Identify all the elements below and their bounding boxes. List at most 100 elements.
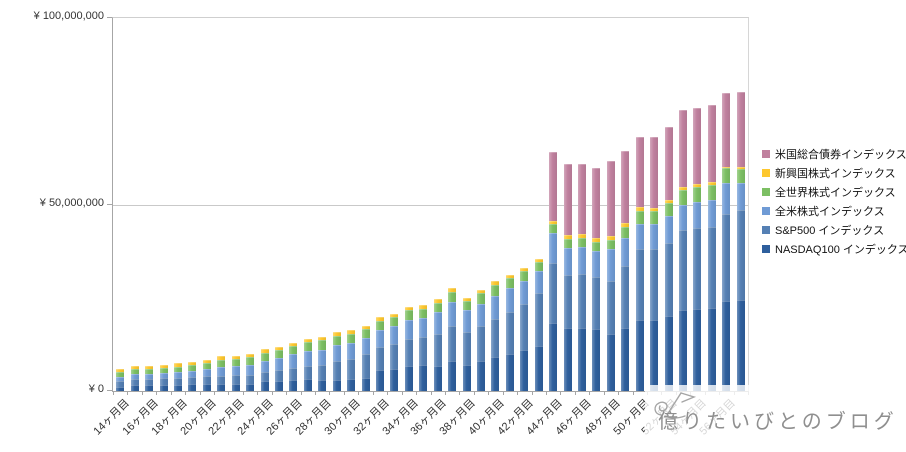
segment-S&P500 インデックス [246,374,255,384]
segment-S&P500 インデックス [433,334,442,367]
segment-新興国株式インデックス [433,299,442,303]
x-tick [300,391,302,395]
segment-全米株式インデックス [289,354,298,368]
segment-全米株式インデックス [217,366,226,377]
segment-米国総合債券インデックス [592,168,601,239]
segment-NASDAQ100 インデックス [347,379,356,391]
bar-27ヶ月目 [303,338,312,391]
segment-新興国株式インデックス [332,332,341,336]
segment-全米株式インデックス [693,202,702,229]
segment-全米株式インデックス [621,238,630,267]
segment-S&P500 インデックス [361,354,370,378]
segment-S&P500 インデックス [217,376,226,385]
x-tick [228,391,230,395]
segment-NASDAQ100 インデックス [520,349,529,391]
segment-新興国株式インデックス [419,305,428,309]
bar-40ヶ月目 [491,281,500,391]
segment-新興国株式インデックス [578,234,587,238]
segment-米国総合債券インデックス [549,152,558,221]
segment-NASDAQ100 インデックス [404,365,413,391]
segment-全世界株式インデックス [578,237,587,248]
segment-全世界株式インデックス [303,342,312,352]
segment-全世界株式インデックス [404,310,413,320]
segment-新興国株式インデックス [361,325,370,329]
segment-S&P500 インデックス [173,377,182,385]
x-tick [257,391,259,395]
bar-20ヶ月目 [202,360,211,391]
y-axis-label-100000000: ¥ 100,000,000 [33,10,104,22]
segment-新興国株式インデックス [202,360,211,364]
segment-全世界株式インデックス [477,293,485,304]
segment-新興国株式インデックス [707,182,716,186]
x-tick [271,391,273,395]
bar-29ヶ月目 [332,332,341,391]
segment-全米株式インデックス [520,281,529,305]
watermark-text: 億りたいびとのブログ [658,411,898,433]
x-tick [574,391,576,395]
segment-S&P500 インデックス [477,326,485,362]
segment-全米株式インデックス [231,365,240,376]
segment-全世界株式インデックス [707,185,716,201]
y-tick [107,390,112,391]
segment-NASDAQ100 インデックス [491,357,500,391]
segment-米国総合債券インデックス [722,92,731,167]
segment-全米株式インデックス [722,183,731,215]
segment-全米株式インデックス [274,358,283,371]
bar-41ヶ月目 [505,274,514,391]
segment-全米株式インデックス [477,303,485,327]
bar-24ヶ月目 [260,349,269,391]
chart-legend: 米国総合債券インデックス 新興国株式インデックス 全世界株式インデックス 全米株式イン… [762,148,906,262]
segment-米国総合債券インデックス [621,150,630,224]
segment-S&P500 インデックス [693,228,702,309]
y-tick [107,17,112,18]
segment-全米株式インデックス [679,204,688,230]
segment-全米株式インデックス [159,372,168,379]
segment-新興国株式インデックス [505,274,514,279]
segment-NASDAQ100 インデックス [260,380,269,391]
bar-45ヶ月目 [563,164,572,391]
segment-新興国株式インデックス [635,206,644,211]
x-tick [416,391,418,395]
segment-S&P500 インデックス [390,344,399,369]
bar-57ヶ月目 [736,91,745,391]
segment-米国総合債券インデックス [664,127,673,201]
segment-NASDAQ100 インデックス [303,379,312,391]
segment-NASDAQ100 インデックス [448,361,457,391]
bar-16ヶ月目 [145,366,154,391]
bar-39ヶ月目 [477,289,485,391]
segment-米国総合債券インデックス [679,110,688,187]
bar-54ヶ月目 [693,107,702,391]
legend-swatch [762,150,770,158]
x-tick [444,391,446,395]
segment-NASDAQ100 インデックス [606,334,615,391]
legend-item-S&P500 インデックス: S&P500 インデックス [762,224,906,237]
segment-NASDAQ100 インデックス [563,327,572,391]
segment-NASDAQ100 インデックス [390,368,399,391]
segment-S&P500 インデックス [664,242,673,317]
segment-NASDAQ100 インデックス [173,384,182,391]
x-tick [113,391,114,395]
segment-新興国株式インデックス [621,223,630,227]
segment-S&P500 インデックス [549,263,558,323]
segment-全米株式インデックス [736,183,745,210]
bar-47ヶ月目 [592,168,601,391]
segment-S&P500 インデックス [318,365,327,381]
segment-新興国株式インデックス [592,238,601,242]
segment-全世界株式インデックス [635,210,644,224]
segment-S&P500 インデックス [592,277,601,330]
segment-S&P500 インデックス [722,214,731,302]
bar-25ヶ月目 [274,346,283,391]
segment-米国総合債券インデックス [693,107,702,185]
segment-NASDAQ100 インデックス [736,299,745,391]
segment-S&P500 インデックス [145,378,154,386]
segment-全米株式インデックス [592,251,601,278]
segment-新興国株式インデックス [664,200,673,204]
x-tick [459,391,461,395]
segment-新興国株式インデックス [188,361,197,365]
segment-全世界株式インデックス [549,223,558,234]
segment-新興国株式インデックス [260,349,269,354]
y-axis-label-0: ¥ 0 [88,383,104,395]
x-tick [430,391,432,395]
segment-全世界株式インデックス [650,211,659,224]
